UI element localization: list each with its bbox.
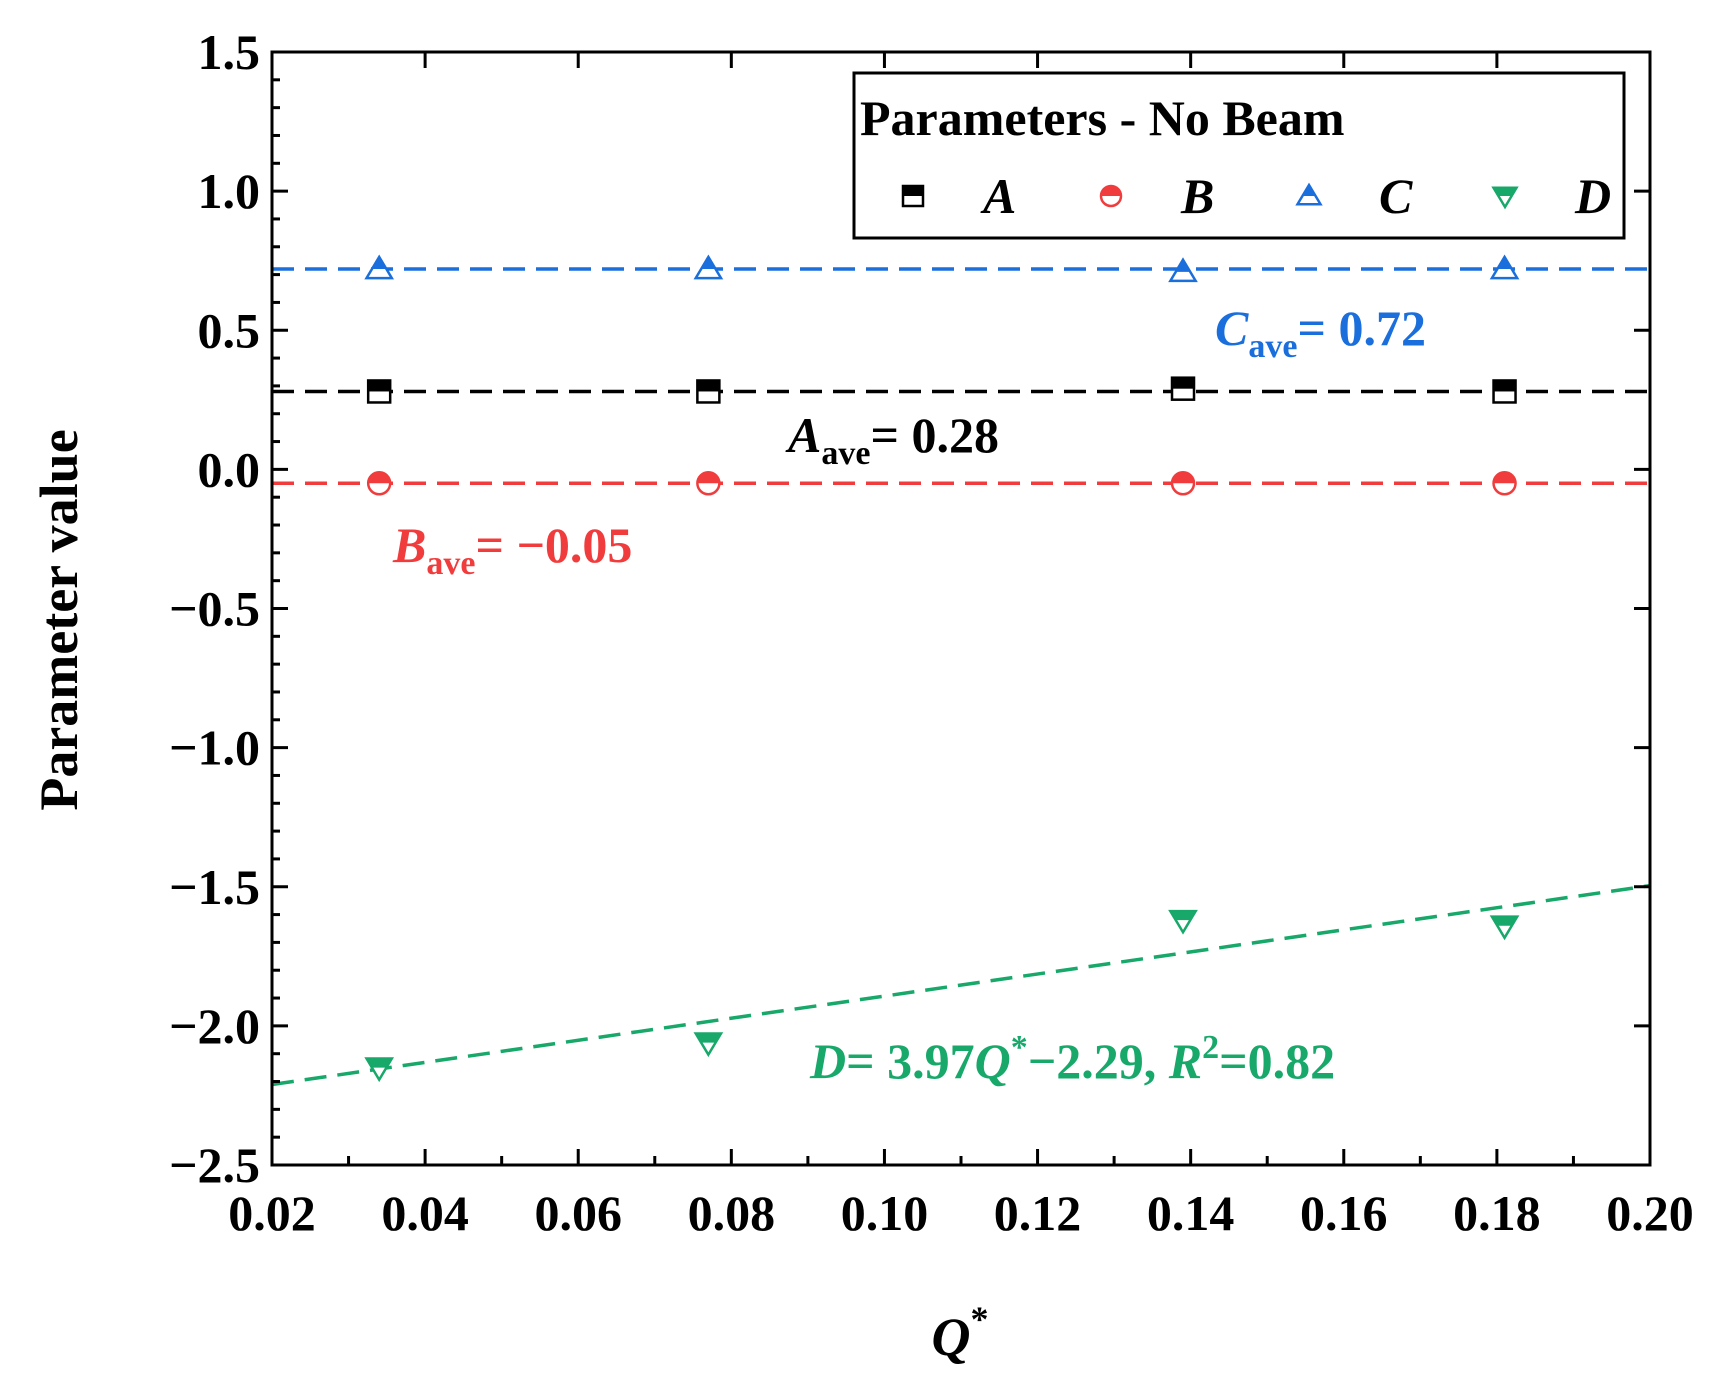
x-tick-label: 0.02	[228, 1185, 316, 1241]
x-tick-label: 0.18	[1453, 1185, 1541, 1241]
point-d-fill	[1170, 911, 1196, 921]
point-c-fill	[1175, 259, 1191, 272]
y-tick-label: −0.5	[169, 581, 260, 637]
y-tick-label: −2.0	[169, 998, 260, 1054]
d-fit-text1: = 3.97	[846, 1033, 975, 1089]
x-tick-label: 0.12	[994, 1185, 1082, 1241]
legend-marker-d-fill	[1493, 187, 1517, 196]
d-fit-q: Q	[975, 1033, 1011, 1089]
legend-title: Parameters - No Beam	[860, 90, 1345, 146]
x-tick-label: 0.20	[1606, 1185, 1694, 1241]
point-b-fill	[1493, 472, 1516, 484]
x-axis-title: Q*	[932, 1299, 989, 1367]
x-tick-label: 0.04	[381, 1185, 469, 1241]
legend-label-b: B	[1180, 168, 1214, 224]
y-axis-title: Parameter value	[29, 429, 89, 810]
legend-box	[852, 71, 1626, 240]
a-ave-sub: ave	[821, 435, 870, 472]
c-ave-var: C	[1215, 300, 1249, 356]
point-b-fill	[368, 472, 391, 484]
point-b-fill	[1172, 472, 1195, 484]
c-ave-sub: ave	[1248, 328, 1297, 365]
point-d-fill	[366, 1058, 392, 1068]
c-ave-value: = 0.72	[1297, 300, 1426, 356]
point-b-fill	[697, 472, 720, 484]
point-a-fill	[697, 380, 720, 392]
y-tick-label: 0.0	[198, 441, 261, 497]
b-ave-var: B	[392, 517, 426, 573]
b-ave-sub: ave	[426, 545, 475, 582]
d-fit-rsup: 2	[1202, 1029, 1219, 1066]
y-tick-label: −1.0	[169, 720, 260, 776]
d-fit-qsup: *	[1011, 1029, 1028, 1066]
data-markers	[364, 254, 1520, 1083]
legend: Parameters - No Beam A B C D	[852, 71, 1626, 240]
x-axis-title-sup: *	[971, 1299, 989, 1339]
legend-label-a: A	[980, 168, 1016, 224]
x-tick-label: 0.08	[688, 1185, 776, 1241]
c-ave-annotation: Cave= 0.72	[1215, 300, 1426, 365]
d-fit-r: R	[1168, 1033, 1202, 1089]
axis-ticks: 0.02 0.04 0.06 0.08 0.10 0.12 0.14 0.16 0.18 0.20…	[169, 24, 1694, 1241]
reference-lines	[271, 267, 1651, 1087]
b-ave-value: = −0.05	[475, 517, 632, 573]
x-tick-label: 0.06	[534, 1185, 622, 1241]
legend-marker-c-fill	[1302, 185, 1316, 196]
point-c-fill	[701, 256, 716, 270]
d-fit-text3: =0.82	[1219, 1033, 1335, 1089]
point-a-fill	[368, 380, 391, 392]
a-ave-value: = 0.28	[870, 407, 999, 463]
d-fit-var: D	[809, 1033, 846, 1089]
legend-label-c: C	[1379, 168, 1413, 224]
x-tick-label: 0.14	[1147, 1185, 1235, 1241]
y-tick-label: 1.0	[198, 163, 261, 219]
point-a-fill	[1172, 377, 1195, 389]
point-c-fill	[1497, 256, 1512, 270]
point-c-fill	[372, 256, 387, 270]
x-axis-title-var: Q	[932, 1307, 971, 1367]
point-d-fill	[1491, 916, 1518, 926]
point-a-fill	[1493, 380, 1516, 392]
d-fit-annotation: D= 3.97Q*−2.29, R2=0.82	[809, 1029, 1335, 1089]
x-tick-label: 0.10	[841, 1185, 929, 1241]
b-ave-annotation: Bave= −0.05	[392, 517, 632, 582]
point-d-fill	[695, 1033, 722, 1043]
d-fit-text2: −2.29,	[1028, 1033, 1169, 1089]
legend-items: A B C D	[901, 168, 1611, 224]
y-tick-label: −1.5	[169, 859, 260, 915]
a-ave-annotation: Aave= 0.28	[785, 407, 999, 472]
legend-marker-b-fill	[1101, 186, 1121, 196]
reference-line-d	[271, 883, 1651, 1087]
a-ave-var: A	[785, 407, 821, 463]
y-tick-label: 1.5	[198, 24, 261, 80]
legend-marker-a-fill	[903, 186, 923, 196]
x-tick-label: 0.16	[1300, 1185, 1388, 1241]
y-tick-label: 0.5	[198, 302, 261, 358]
y-tick-label: −2.5	[169, 1137, 260, 1193]
legend-label-d: D	[1574, 168, 1611, 224]
